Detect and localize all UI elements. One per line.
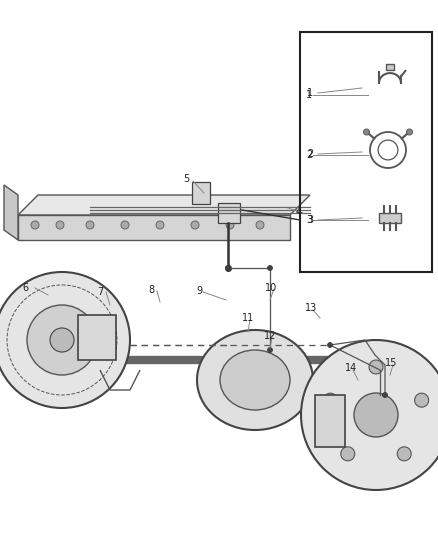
- Text: 3: 3: [306, 215, 312, 225]
- Circle shape: [268, 265, 272, 271]
- Polygon shape: [18, 195, 310, 215]
- Text: 3: 3: [307, 215, 313, 225]
- Bar: [192, 182, 210, 204]
- Circle shape: [0, 272, 130, 408]
- Bar: [78, 315, 116, 360]
- Polygon shape: [4, 185, 18, 240]
- Circle shape: [369, 360, 383, 374]
- Circle shape: [382, 392, 388, 398]
- Bar: [379, 213, 401, 223]
- Circle shape: [86, 221, 94, 229]
- Text: 1: 1: [307, 88, 313, 98]
- Circle shape: [341, 447, 355, 461]
- Circle shape: [415, 393, 429, 407]
- Bar: [315, 395, 345, 447]
- Bar: [300, 32, 432, 272]
- Text: 10: 10: [265, 283, 277, 293]
- Circle shape: [50, 328, 74, 352]
- Circle shape: [301, 340, 438, 490]
- Circle shape: [397, 447, 411, 461]
- Text: 11: 11: [242, 313, 254, 323]
- Circle shape: [406, 129, 413, 135]
- Bar: [218, 203, 240, 223]
- Circle shape: [191, 221, 199, 229]
- Circle shape: [323, 393, 337, 407]
- Text: 2: 2: [306, 150, 312, 160]
- Circle shape: [226, 221, 234, 229]
- Text: 5: 5: [183, 174, 189, 184]
- Circle shape: [328, 343, 332, 348]
- Circle shape: [156, 221, 164, 229]
- Circle shape: [121, 221, 129, 229]
- Text: 9: 9: [196, 286, 202, 296]
- Circle shape: [56, 221, 64, 229]
- Text: 14: 14: [345, 363, 357, 373]
- Ellipse shape: [220, 350, 290, 410]
- Text: 2: 2: [307, 149, 313, 159]
- Text: 6: 6: [22, 283, 28, 293]
- Text: 8: 8: [148, 285, 154, 295]
- Text: 12: 12: [264, 331, 276, 341]
- Circle shape: [268, 348, 272, 352]
- Text: 7: 7: [97, 287, 103, 297]
- Circle shape: [226, 265, 230, 271]
- Text: 4: 4: [296, 207, 302, 217]
- Circle shape: [27, 305, 97, 375]
- Text: 15: 15: [385, 358, 397, 368]
- Text: 13: 13: [305, 303, 317, 313]
- Circle shape: [256, 221, 264, 229]
- Bar: [385, 64, 394, 70]
- Circle shape: [364, 129, 370, 135]
- Polygon shape: [18, 215, 290, 240]
- Text: 1: 1: [306, 90, 312, 100]
- Circle shape: [31, 221, 39, 229]
- Ellipse shape: [197, 330, 313, 430]
- Circle shape: [354, 393, 398, 437]
